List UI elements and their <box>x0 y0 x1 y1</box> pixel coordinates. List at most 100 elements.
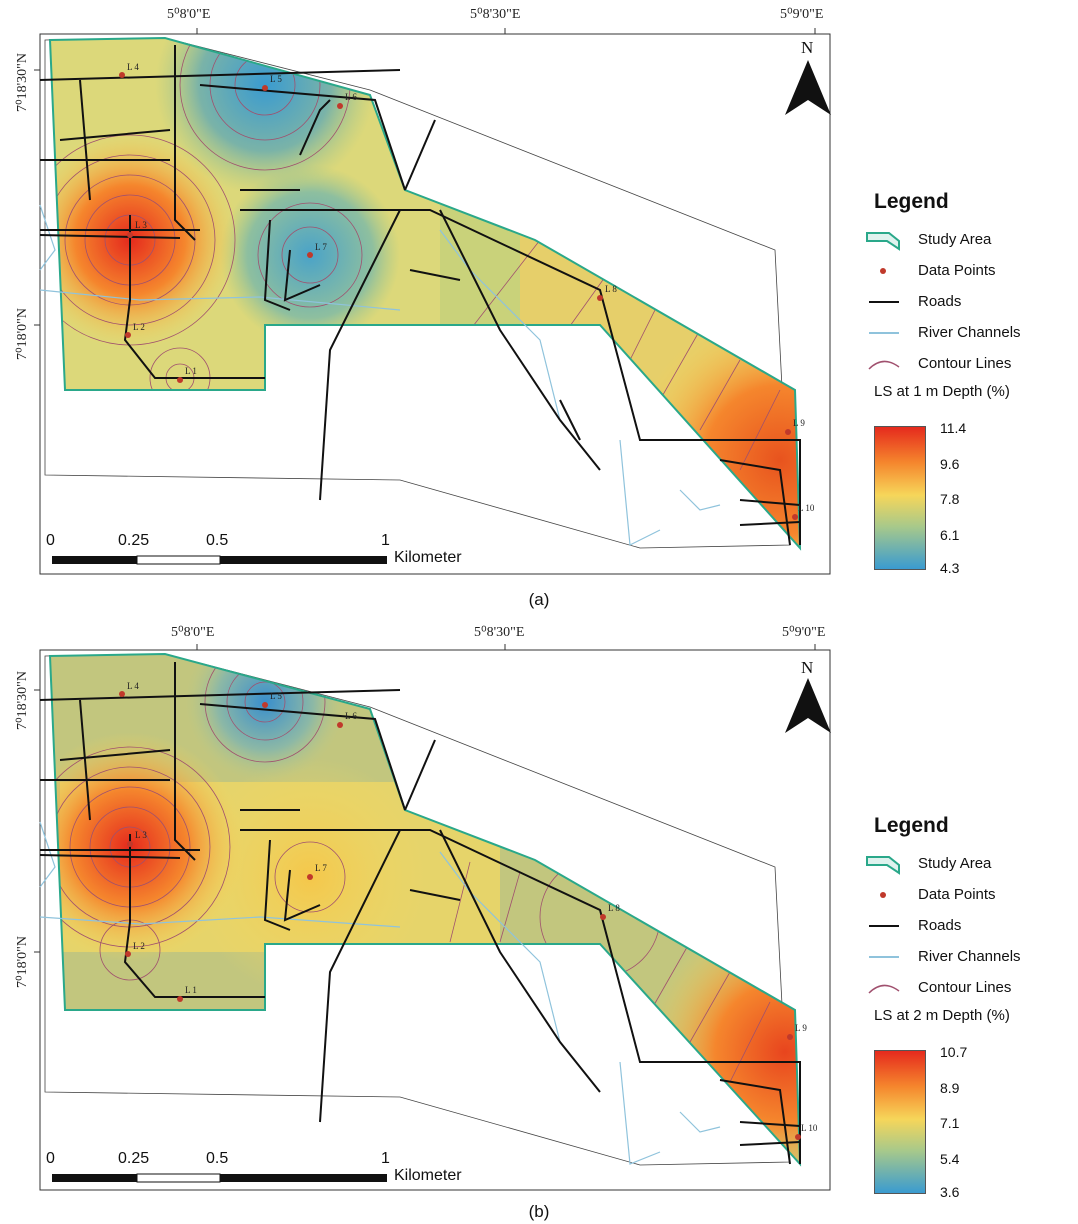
point-label-l6: L 6 <box>345 711 357 721</box>
scale-unit: Kilometer <box>394 1167 462 1184</box>
outer-boundary <box>44 37 791 549</box>
data-point-l7 <box>307 874 313 880</box>
data-point-l5 <box>262 702 268 708</box>
north-arrow-icon <box>785 678 831 733</box>
lon-label-3: 5⁰9'0"E <box>780 7 824 22</box>
data-point-l8 <box>600 914 606 920</box>
legend-item-rivers: River Channels <box>848 941 1076 972</box>
data-point-l3 <box>127 232 133 238</box>
caption-b: (b) <box>528 1202 550 1221</box>
map-b-canvas: L 1 L 2 L 3 L 4 L 5 L 6 L 7 L 8 L 9 L 10 <box>34 644 831 1191</box>
legend-item-contours: Contour Lines <box>848 348 1076 379</box>
scale-tick-0: 0 <box>46 1150 55 1167</box>
scale-tick-1: 1 <box>381 1150 390 1167</box>
point-label-l1: L 1 <box>185 366 197 376</box>
color-ramp <box>874 426 926 570</box>
point-label-l4: L 4 <box>127 681 139 691</box>
river-channels-b <box>39 821 721 1165</box>
data-point-l6 <box>337 722 343 728</box>
study-area-boundary <box>48 652 802 1167</box>
ramp-title: LS at 1 m Depth (%) <box>874 383 1010 400</box>
data-point-icon <box>848 259 918 283</box>
data-points-b <box>119 691 801 1140</box>
data-point-l4 <box>119 691 125 697</box>
lon-label-1: 5⁰8'0"E <box>171 625 215 640</box>
scale-tick-05: 0.5 <box>206 532 229 549</box>
scale-tick-0: 0 <box>46 532 55 549</box>
ramp-value-4: 5.4 <box>940 1151 960 1167</box>
study-area-icon <box>848 228 918 252</box>
point-label-l6: L 6 <box>345 92 357 102</box>
ramp-value-2: 9.6 <box>940 456 960 472</box>
point-label-l5: L 5 <box>270 691 282 701</box>
ramp-value-3: 7.1 <box>940 1115 960 1131</box>
ramp-value-2: 8.9 <box>940 1080 960 1096</box>
lat-label-1: 7⁰18'30"N <box>15 53 30 112</box>
point-label-l4: L 4 <box>127 62 139 72</box>
scale-bar-b <box>52 1173 387 1183</box>
point-label-l9: L 9 <box>793 418 805 428</box>
lat-label-2: 7⁰18'0"N <box>15 308 30 360</box>
ramp-value-3: 7.8 <box>940 491 960 507</box>
legend-item-study-area: Study Area <box>848 848 1076 879</box>
data-point-l9 <box>787 1034 793 1040</box>
north-label: N <box>801 658 814 677</box>
ramp-value-min: 3.6 <box>940 1184 960 1200</box>
roads-a <box>39 45 801 546</box>
point-label-l7: L 7 <box>315 242 327 252</box>
legend-item-roads: Roads <box>848 910 1076 941</box>
study-area-icon <box>848 852 918 876</box>
contour-line-icon <box>848 976 918 1000</box>
lon-label-1: 5⁰8'0"E <box>167 7 211 22</box>
legend-item-rivers: River Channels <box>848 317 1076 348</box>
river-channels-a <box>39 204 721 546</box>
data-point-l5 <box>262 85 268 91</box>
map-a-canvas: L 1 L 2 L 3 L 4 L 5 L 6 L 7 L 8 L 9 L 10 <box>34 28 831 575</box>
ramp-title: LS at 2 m Depth (%) <box>874 1007 1010 1024</box>
data-point-l4 <box>119 72 125 78</box>
road-line-icon <box>848 914 918 938</box>
scale-unit: Kilometer <box>394 549 462 566</box>
map-frame <box>39 33 831 575</box>
roads-b <box>39 662 801 1165</box>
legend-item-data-points: Data Points <box>848 255 1076 286</box>
map-panel-a: L 1 L 2 L 3 L 4 L 5 L 6 L 7 L 8 L 9 L 10… <box>15 7 1076 609</box>
river-line-icon <box>848 321 918 345</box>
data-point-l10 <box>795 1134 801 1140</box>
legend-title: Legend <box>874 814 949 837</box>
data-points-a <box>119 72 798 520</box>
point-label-l1: L 1 <box>185 985 197 995</box>
data-point-l1 <box>177 377 183 383</box>
data-point-labels-b: L 1 L 2 L 3 L 4 L 5 L 6 L 7 L 8 L 9 L 10 <box>127 681 818 1133</box>
caption-a: (a) <box>528 590 550 609</box>
river-line-icon <box>848 945 918 969</box>
scale-tick-1: 1 <box>381 532 390 549</box>
point-label-l8: L 8 <box>605 284 617 294</box>
ls-surface-a <box>50 38 800 548</box>
color-ramp <box>874 1050 926 1194</box>
north-label: N <box>801 38 814 57</box>
data-point-l10 <box>792 514 798 520</box>
data-point-l2 <box>125 332 131 338</box>
contour-line-icon <box>848 352 918 376</box>
road-line-icon <box>848 290 918 314</box>
scale-bar-a <box>52 555 387 565</box>
legend-item-contours: Contour Lines <box>848 972 1076 1003</box>
point-label-l10: L 10 <box>801 1123 818 1133</box>
lon-label-2: 5⁰8'30"E <box>470 7 521 22</box>
study-area-boundary <box>48 36 802 551</box>
data-point-l1 <box>177 996 183 1002</box>
point-label-l2: L 2 <box>133 322 145 332</box>
ramp-value-min: 4.3 <box>940 560 960 576</box>
north-arrow-icon <box>785 60 831 115</box>
point-label-l7: L 7 <box>315 863 327 873</box>
lon-label-2: 5⁰8'30"E <box>474 625 525 640</box>
map-panel-b: L 1 L 2 L 3 L 4 L 5 L 6 L 7 L 8 L 9 L 10… <box>0 612 1078 1224</box>
ramp-value-max: 10.7 <box>940 1044 968 1060</box>
data-point-l7 <box>307 252 313 258</box>
point-label-l3: L 3 <box>135 830 147 840</box>
legend-item-data-points: Data Points <box>848 879 1076 910</box>
ramp-value-4: 6.1 <box>940 527 960 543</box>
scale-tick-025: 0.25 <box>118 1150 150 1167</box>
legend-item-study-area: Study Area <box>848 224 1076 255</box>
